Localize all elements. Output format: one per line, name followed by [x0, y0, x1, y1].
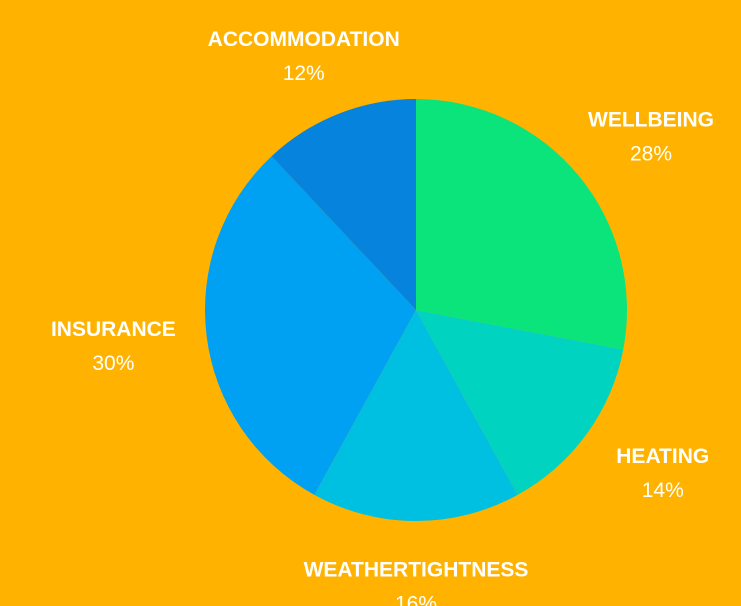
- slice-value-label: 30%: [92, 352, 134, 375]
- slice-name: WEATHERTIGHTNESS: [304, 559, 529, 582]
- pie-slice: [416, 99, 628, 350]
- slice-name: WELLBEING: [588, 108, 714, 131]
- slice-value-label: 14%: [642, 479, 684, 502]
- slice-value-label: 28%: [630, 142, 672, 165]
- slice-value-label: 12%: [283, 62, 325, 85]
- slice-name: ACCOMMODATION: [208, 28, 400, 51]
- slice-name: INSURANCE: [51, 318, 176, 341]
- slice-name: HEATING: [616, 445, 709, 468]
- pie-slice: [416, 310, 624, 495]
- pie-slice: [314, 310, 518, 521]
- pie-slice: [205, 156, 416, 495]
- pie-slice: [271, 99, 416, 310]
- slice-value-label: 16%: [395, 593, 437, 606]
